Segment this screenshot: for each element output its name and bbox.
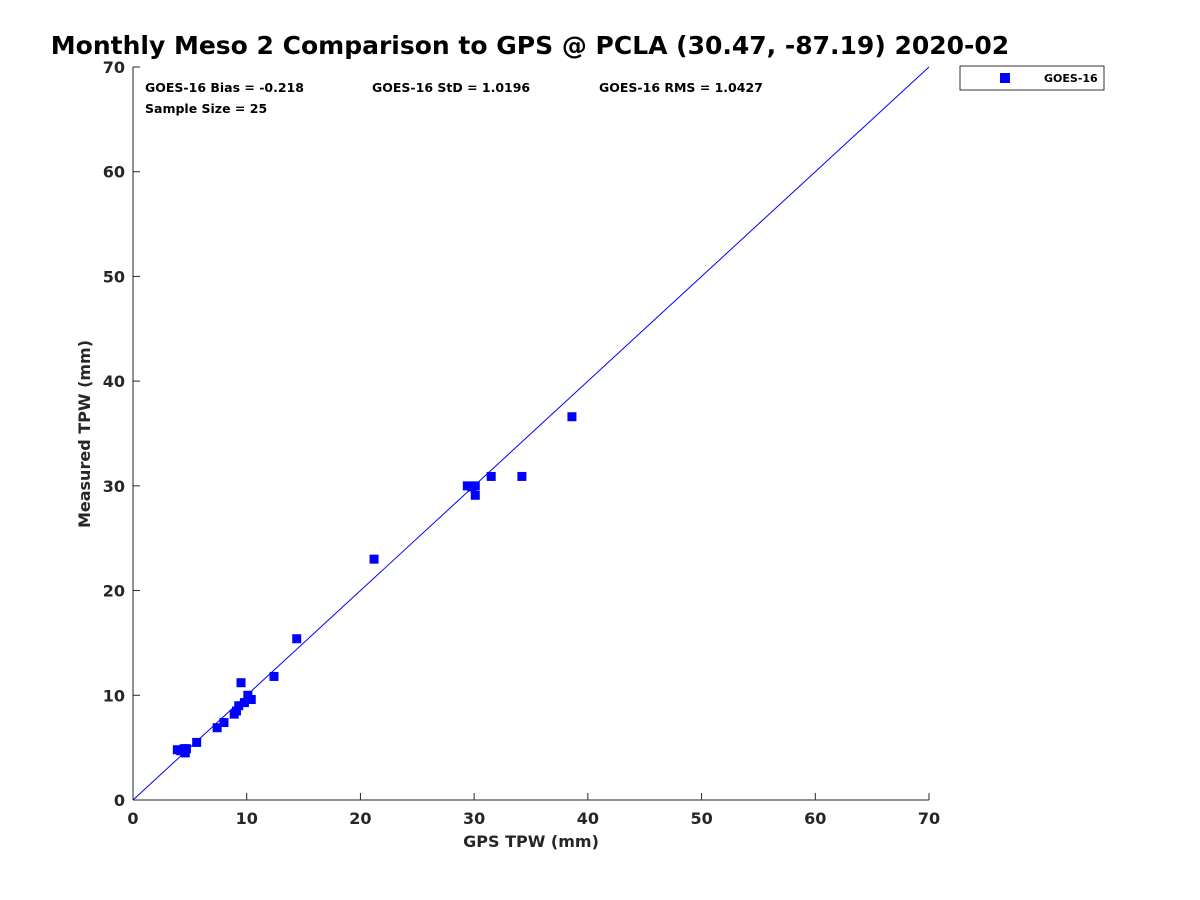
sample-size-stat: Sample Size = 25: [145, 101, 267, 116]
data-point: [236, 678, 246, 688]
chart-title: Monthly Meso 2 Comparison to GPS @ PCLA …: [51, 31, 1009, 60]
data-point: [369, 554, 379, 564]
x-tick-label: 60: [804, 809, 826, 828]
data-points: [172, 412, 577, 758]
data-point: [239, 698, 249, 708]
y-axis-ticks: 0 10 20 30 40 50 60 70: [103, 58, 140, 810]
x-tick-label: 70: [918, 809, 940, 828]
std-stat: GOES-16 StD = 1.0196: [372, 80, 530, 95]
x-tick-label: 40: [577, 809, 599, 828]
data-point: [219, 718, 229, 728]
legend-marker: [1000, 73, 1010, 83]
data-point: [517, 471, 527, 481]
x-axis-ticks: 0 10 20 30 40 50 60 70: [127, 793, 940, 828]
data-point: [234, 701, 244, 711]
data-point: [567, 412, 577, 422]
y-tick-label: 20: [103, 582, 125, 601]
data-point: [231, 706, 241, 716]
data-point: [181, 744, 191, 754]
data-point: [292, 634, 302, 644]
legend-label: GOES-16: [1044, 72, 1098, 85]
x-tick-label: 10: [236, 809, 258, 828]
legend: GOES-16: [959, 65, 1105, 91]
one-to-one-line: [132, 66, 930, 801]
y-tick-label: 10: [103, 686, 125, 705]
data-point: [269, 671, 279, 681]
data-point: [212, 723, 222, 733]
data-point: [246, 694, 256, 704]
x-tick-label: 0: [127, 809, 138, 828]
data-point: [470, 490, 480, 500]
data-point: [462, 481, 472, 491]
data-point: [486, 471, 496, 481]
rms-stat: GOES-16 RMS = 1.0427: [599, 80, 763, 95]
data-point: [192, 737, 202, 747]
x-tick-label: 20: [349, 809, 371, 828]
data-point: [470, 481, 480, 491]
x-tick-label: 50: [690, 809, 712, 828]
bias-stat: GOES-16 Bias = -0.218: [145, 80, 304, 95]
y-tick-label: 50: [103, 267, 125, 286]
y-tick-label: 30: [103, 477, 125, 496]
y-tick-label: 60: [103, 163, 125, 182]
x-tick-label: 30: [463, 809, 485, 828]
x-axis-label: GPS TPW (mm): [463, 832, 599, 851]
y-tick-label: 40: [103, 372, 125, 391]
y-tick-label: 70: [103, 58, 125, 77]
y-tick-label: 0: [114, 791, 125, 810]
legend-box: [959, 65, 1105, 91]
y-axis-label: Measured TPW (mm): [75, 340, 94, 528]
